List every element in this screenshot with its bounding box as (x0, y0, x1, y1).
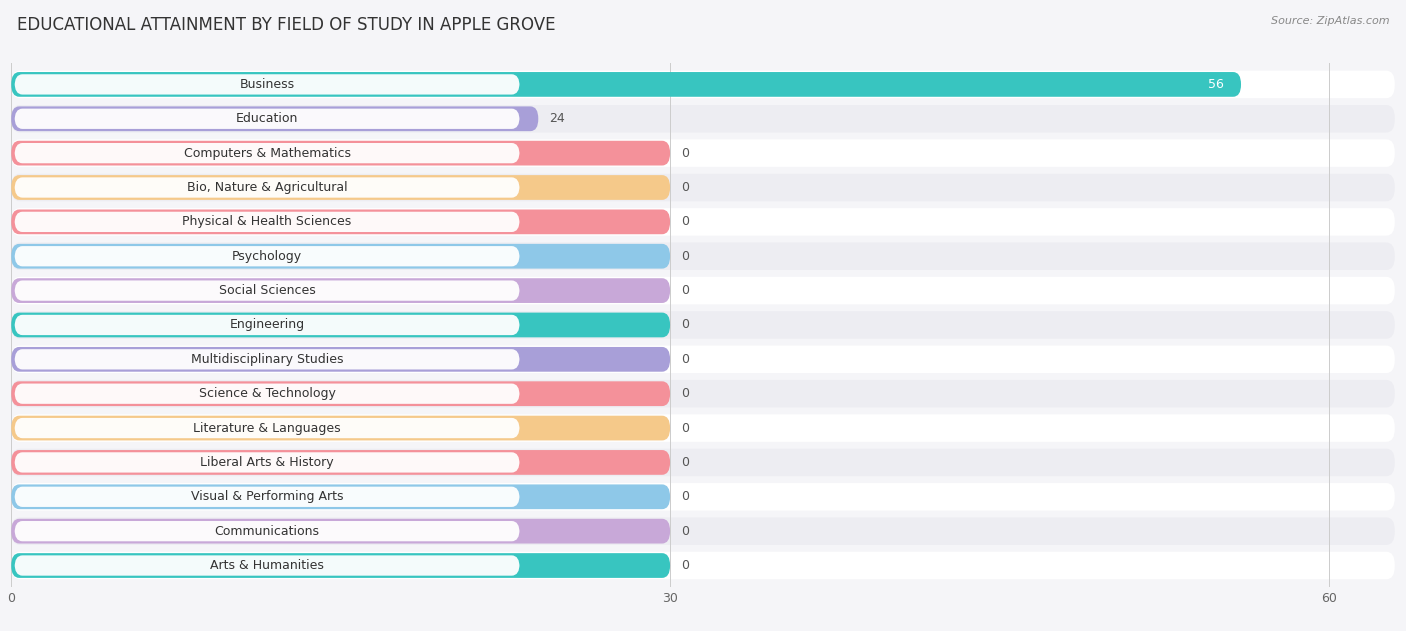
Text: Business: Business (239, 78, 295, 91)
FancyBboxPatch shape (11, 346, 1395, 373)
FancyBboxPatch shape (14, 280, 520, 301)
FancyBboxPatch shape (14, 487, 520, 507)
FancyBboxPatch shape (14, 177, 520, 198)
FancyBboxPatch shape (11, 416, 671, 440)
Text: 0: 0 (681, 353, 689, 366)
Text: Arts & Humanities: Arts & Humanities (209, 559, 323, 572)
FancyBboxPatch shape (11, 450, 671, 475)
FancyBboxPatch shape (11, 105, 1395, 133)
Text: Engineering: Engineering (229, 319, 305, 331)
Text: Literature & Languages: Literature & Languages (193, 422, 340, 435)
Text: 0: 0 (681, 250, 689, 262)
FancyBboxPatch shape (14, 521, 520, 541)
FancyBboxPatch shape (14, 384, 520, 404)
FancyBboxPatch shape (14, 143, 520, 163)
FancyBboxPatch shape (11, 277, 1395, 304)
FancyBboxPatch shape (14, 246, 520, 266)
FancyBboxPatch shape (11, 347, 671, 372)
Text: 0: 0 (681, 181, 689, 194)
FancyBboxPatch shape (11, 551, 1395, 579)
FancyBboxPatch shape (14, 74, 520, 95)
FancyBboxPatch shape (14, 418, 520, 438)
Text: Bio, Nature & Agricultural: Bio, Nature & Agricultural (187, 181, 347, 194)
Text: Physical & Health Sciences: Physical & Health Sciences (183, 215, 352, 228)
FancyBboxPatch shape (11, 72, 1241, 97)
FancyBboxPatch shape (11, 107, 538, 131)
Text: 0: 0 (681, 284, 689, 297)
Text: 0: 0 (681, 319, 689, 331)
FancyBboxPatch shape (11, 208, 1395, 235)
FancyBboxPatch shape (11, 209, 671, 234)
FancyBboxPatch shape (11, 519, 671, 543)
FancyBboxPatch shape (11, 311, 1395, 339)
FancyBboxPatch shape (14, 315, 520, 335)
FancyBboxPatch shape (14, 212, 520, 232)
FancyBboxPatch shape (14, 349, 520, 370)
Text: Visual & Performing Arts: Visual & Performing Arts (191, 490, 343, 504)
Text: 0: 0 (681, 422, 689, 435)
FancyBboxPatch shape (11, 312, 671, 338)
FancyBboxPatch shape (11, 174, 1395, 201)
FancyBboxPatch shape (11, 380, 1395, 408)
FancyBboxPatch shape (11, 381, 671, 406)
FancyBboxPatch shape (11, 141, 671, 165)
FancyBboxPatch shape (11, 449, 1395, 476)
Text: 0: 0 (681, 387, 689, 400)
Text: Science & Technology: Science & Technology (198, 387, 336, 400)
FancyBboxPatch shape (14, 109, 520, 129)
Text: Education: Education (236, 112, 298, 126)
Text: Social Sciences: Social Sciences (219, 284, 315, 297)
Text: 0: 0 (681, 524, 689, 538)
Text: 0: 0 (681, 456, 689, 469)
Text: 56: 56 (1208, 78, 1223, 91)
FancyBboxPatch shape (11, 242, 1395, 270)
FancyBboxPatch shape (11, 244, 671, 269)
Text: Psychology: Psychology (232, 250, 302, 262)
FancyBboxPatch shape (14, 555, 520, 575)
FancyBboxPatch shape (11, 139, 1395, 167)
Text: Multidisciplinary Studies: Multidisciplinary Studies (191, 353, 343, 366)
FancyBboxPatch shape (11, 71, 1395, 98)
Text: Communications: Communications (215, 524, 319, 538)
Text: 0: 0 (681, 559, 689, 572)
FancyBboxPatch shape (11, 415, 1395, 442)
FancyBboxPatch shape (11, 278, 671, 303)
FancyBboxPatch shape (14, 452, 520, 473)
Text: Computers & Mathematics: Computers & Mathematics (184, 146, 350, 160)
FancyBboxPatch shape (11, 517, 1395, 545)
FancyBboxPatch shape (11, 485, 671, 509)
FancyBboxPatch shape (11, 483, 1395, 510)
Text: Source: ZipAtlas.com: Source: ZipAtlas.com (1271, 16, 1389, 26)
Text: EDUCATIONAL ATTAINMENT BY FIELD OF STUDY IN APPLE GROVE: EDUCATIONAL ATTAINMENT BY FIELD OF STUDY… (17, 16, 555, 34)
Text: 0: 0 (681, 215, 689, 228)
Text: 24: 24 (550, 112, 565, 126)
FancyBboxPatch shape (11, 175, 671, 200)
Text: 0: 0 (681, 146, 689, 160)
FancyBboxPatch shape (11, 553, 671, 578)
Text: 0: 0 (681, 490, 689, 504)
Text: Liberal Arts & History: Liberal Arts & History (200, 456, 333, 469)
